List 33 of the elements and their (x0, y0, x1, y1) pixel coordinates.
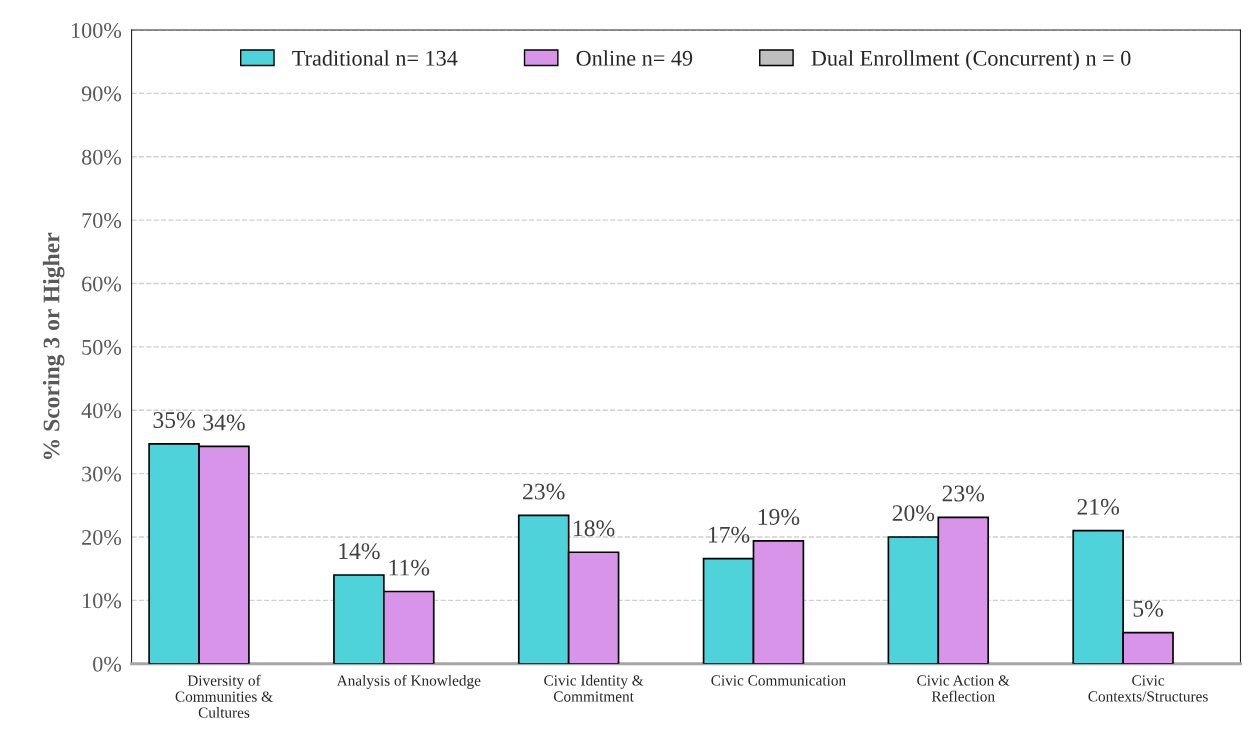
y-tick-label: 30% (82, 466, 122, 482)
data-label: 5% (1133, 600, 1163, 617)
data-label: 23% (942, 485, 985, 502)
y-axis-title: % Scoring 3 or Higher (42, 232, 65, 460)
y-tick-label: 40% (81, 403, 122, 419)
y-tick-label: 80% (81, 149, 122, 165)
x-tick-label: Civic Action & Reflection (917, 675, 1010, 702)
y-tick-label: 70% (82, 213, 122, 229)
x-tick-label: Civic Identity & Commitment (544, 674, 644, 702)
legend-label: Traditional n= 134 (292, 50, 458, 66)
x-tick-label: Diversity of Communities & Cultures (175, 674, 273, 718)
y-tick-label: 60% (82, 276, 122, 292)
y-tick-label: 90% (81, 86, 122, 102)
data-label: 11% (389, 559, 430, 576)
y-tick-label: 10% (83, 593, 122, 609)
y-tick-label: 20% (82, 529, 122, 545)
y-tick-label: 100% (71, 22, 122, 38)
data-label: 35% (153, 412, 195, 429)
data-label: 34% (203, 414, 245, 431)
legend-label: Dual Enrollment (Concurrent) n = 0 (811, 50, 1131, 71)
data-label: 19% (758, 508, 800, 525)
data-label: 21% (1077, 498, 1119, 515)
legend-label: Online n= 49 (576, 50, 693, 66)
x-tick-label: Analysis of Knowledge (336, 674, 481, 689)
data-label: 18% (574, 520, 615, 537)
x-tick-label: Civic Contexts/Structures (1088, 675, 1208, 702)
y-tick-label: 0% (93, 656, 122, 672)
y-tick-label: 50% (82, 339, 122, 355)
data-label: 20% (892, 505, 935, 522)
x-tick-label: Civic Communication (711, 675, 846, 686)
data-label: 17% (708, 526, 750, 543)
data-label: 23% (523, 483, 565, 500)
data-label: 14% (339, 543, 380, 560)
